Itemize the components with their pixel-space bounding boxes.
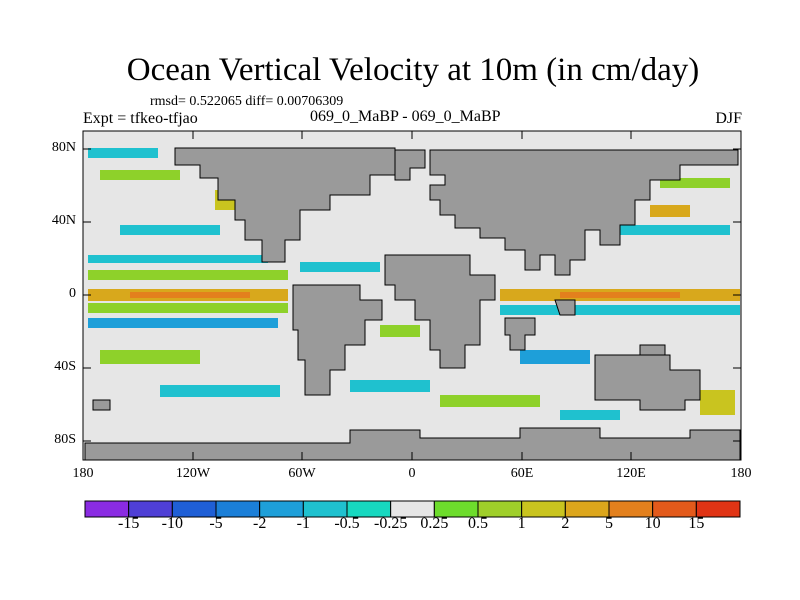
plot-title: Ocean Vertical Velocity at 10m (in cm/da… [126,52,700,88]
colorbar-label: 5 [605,515,613,532]
velocity-patch [520,350,590,364]
velocity-patch [130,292,250,298]
experiment-label: Expt = tfkeo-tfjao [83,110,198,127]
velocity-patch [300,262,380,272]
velocity-patch [160,385,280,397]
y-tick-label: 40S [54,359,76,374]
colorbar-label: 10 [644,515,661,532]
y-tick-label: 80S [54,432,76,447]
colorbar-label: -15 [117,515,140,532]
velocity-patch [350,380,430,392]
map-panel [82,130,742,461]
colorbar-label: 2 [561,515,570,532]
south-america [292,284,383,396]
velocity-patch [88,303,288,313]
greenland [394,149,426,181]
colorbar-label: 15 [688,515,705,532]
x-tick-label: 180 [72,466,94,481]
axis-ticks [83,131,741,460]
colorbar-label: 0.5 [468,515,488,532]
velocity-patch [440,395,540,407]
x-tick-label: 60E [510,466,534,481]
australia [594,354,701,411]
season-label: DJF [715,110,742,127]
eurasia [429,149,739,276]
colorbar-label: 1 [517,515,526,532]
velocity-patch [88,255,268,263]
run-label: 069_0_MaBP - 069_0_MaBP [310,108,501,125]
velocity-patch [120,225,220,235]
southeast-asia [554,299,576,316]
north-america [174,147,396,263]
africa [384,254,496,369]
colorbar-label: -5 [209,515,223,532]
velocity-patch [660,178,730,188]
velocity-patch [700,390,735,415]
y-tick-label: 40N [51,213,76,228]
velocity-patch [560,292,680,298]
x-tick-label: 0 [408,466,416,481]
colorbar-label: -0.25 [373,515,408,532]
velocity-patch [650,205,690,217]
stats-label: rmsd= 0.522065 diff= 0.00706309 [150,94,344,109]
x-tick-label: 60W [288,466,316,481]
y-tick-label: 80N [51,140,76,155]
x-tick-label: 120E [616,466,646,481]
colorbar-label: -2 [252,515,267,532]
x-tick-label: 180 [730,466,752,481]
y-tick-label: 0 [69,286,76,301]
new-guinea [639,344,666,356]
velocity-patch [100,350,200,364]
velocity-patch [88,148,158,158]
velocity-patch [620,225,730,235]
velocity-patch [100,170,180,180]
colorbar-label: -1 [296,515,310,532]
colorbar-swatch [695,500,741,518]
velocity-patch [380,325,420,337]
colorbar [84,500,741,518]
maritime-continent [504,317,536,351]
antarctica [84,427,741,461]
x-tick-label: 120W [175,466,211,481]
velocity-patch [88,270,288,280]
velocity-patch [560,410,620,420]
velocity-patch [88,318,278,328]
colorbar-label: -10 [161,515,183,532]
colorbar-label: -0.5 [334,515,360,532]
land-masses [84,147,741,461]
small-island [92,399,111,411]
velocity-patch [500,305,740,315]
colorbar-label: 0.25 [420,515,449,532]
